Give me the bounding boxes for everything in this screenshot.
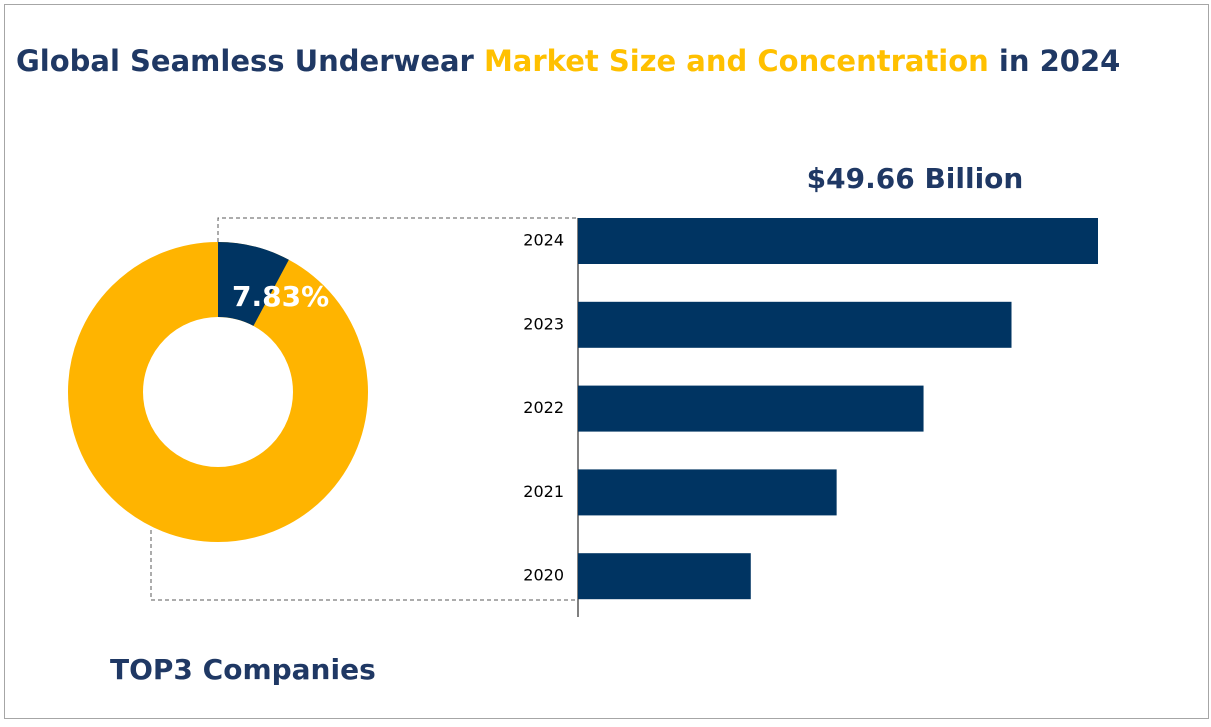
y-tick-label: 2020 [523, 566, 564, 585]
bar [578, 553, 751, 600]
donut-label: 7.83% [232, 280, 329, 313]
bar [578, 301, 1012, 348]
frame [4, 4, 1209, 719]
bar [578, 385, 924, 432]
title-part: in 2024 [988, 44, 1121, 78]
y-tick-label: 2024 [523, 231, 564, 250]
title-part: Global Seamless Underwear [16, 44, 484, 78]
caption: TOP3 Companies [110, 653, 376, 686]
title: Global Seamless Underwear Market Size an… [16, 30, 1166, 93]
y-tick-label: 2021 [523, 482, 564, 501]
title-part: Market Size and Concentration [483, 44, 989, 78]
bar [578, 218, 1098, 264]
bar [578, 469, 837, 516]
donut-segment [218, 242, 289, 326]
value-label: $49.66 Billion [807, 162, 1024, 195]
connector [150, 530, 578, 601]
connector [217, 217, 578, 242]
y-tick-label: 2023 [523, 314, 564, 333]
y-tick-label: 2022 [523, 398, 564, 417]
